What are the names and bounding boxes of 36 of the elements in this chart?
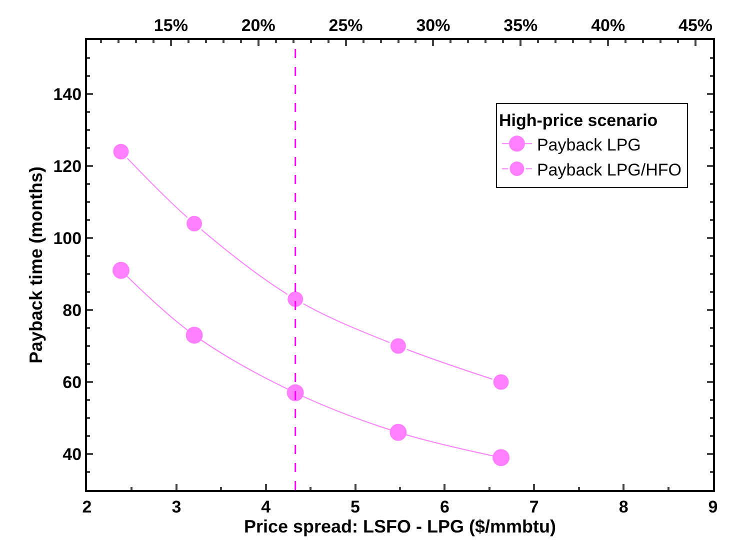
x2-tick-label: 25% <box>328 16 363 36</box>
y-tick-label: 80 <box>62 300 82 320</box>
x2-tick-label: 40% <box>591 16 626 36</box>
y-tick-label: 120 <box>53 156 82 176</box>
legend-label: Payback LPG/HFO <box>536 160 682 180</box>
x-tick-label: 8 <box>618 497 628 516</box>
point <box>390 424 407 441</box>
legend-title: High-price scenario <box>498 111 658 130</box>
y-tick-label: 140 <box>53 84 82 104</box>
x-tick-label: 4 <box>261 497 272 516</box>
point <box>286 384 304 402</box>
point <box>492 449 510 466</box>
point <box>388 336 408 356</box>
x2-tick-label: 15% <box>154 16 188 36</box>
y-tick-label: 40 <box>62 444 82 464</box>
x-tick-label: 9 <box>708 497 718 516</box>
x2-tick-label: 20% <box>241 16 276 36</box>
point <box>186 326 203 344</box>
point <box>112 262 130 279</box>
x-tick-label: 3 <box>172 497 182 516</box>
x2-tick-label: 45% <box>678 16 713 36</box>
point <box>492 372 510 392</box>
point <box>112 142 130 161</box>
x2-tick-label: 30% <box>416 16 450 36</box>
x-axis-title: Price spread: LSFO - LPG ($/mmbtu) <box>244 516 556 536</box>
point <box>185 214 204 233</box>
x-tick-label: 7 <box>529 497 539 516</box>
x2-tick-label: 35% <box>504 16 538 36</box>
legend-label: Payback LPG <box>536 135 641 154</box>
point <box>286 290 305 308</box>
x-tick-label: 2 <box>82 497 92 516</box>
y-tick-label: 60 <box>62 372 82 392</box>
y-axis-title: Payback time (months) <box>26 166 46 364</box>
x-tick-label: 6 <box>440 497 450 516</box>
y-tick-label: 100 <box>53 228 82 248</box>
x-tick-label: 5 <box>350 497 360 516</box>
